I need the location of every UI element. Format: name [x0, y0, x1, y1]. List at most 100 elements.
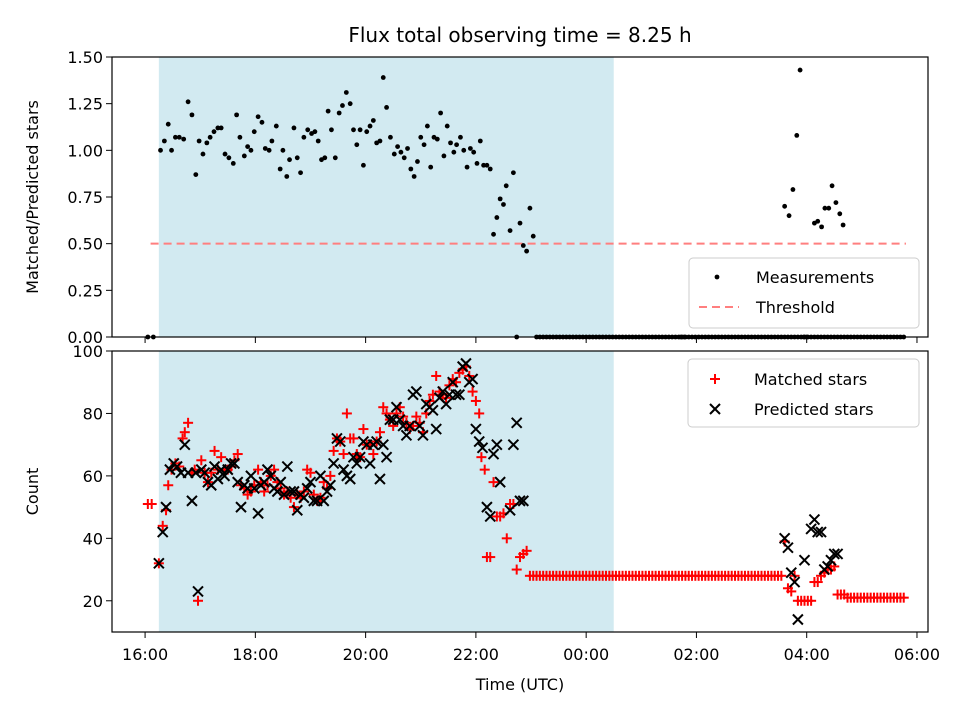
measurement-point	[530, 233, 536, 239]
measurement-point	[484, 162, 490, 168]
predicted-star-point-b	[792, 613, 804, 626]
predicted-star-point-b	[301, 482, 313, 495]
predicted-star-point	[212, 473, 224, 485]
measurement-point	[176, 134, 182, 140]
measurement-point	[411, 174, 417, 179]
predicted-star-point	[466, 373, 479, 385]
matched-star-point	[325, 470, 336, 481]
matched-star-point	[501, 533, 512, 544]
legend-matched-label: Matched stars	[754, 370, 867, 389]
predicted-star-point	[504, 504, 516, 516]
predicted-star-point	[179, 438, 191, 451]
predicted-star-point	[440, 398, 452, 410]
predicted-star-point-b	[351, 457, 363, 470]
matched-star-point	[193, 595, 204, 606]
predicted-star-point-b	[245, 470, 257, 482]
predicted-star-point	[235, 501, 247, 513]
predicted-star-point-b	[275, 476, 287, 488]
measurement-point	[434, 136, 440, 142]
measurement-point	[507, 228, 513, 234]
measurement-point	[377, 138, 383, 144]
predicted-star-point	[460, 357, 472, 370]
measurement-point	[255, 114, 261, 120]
predicted-star-point-b	[192, 585, 204, 598]
predicted-star-point	[430, 423, 442, 435]
measurement-point	[464, 164, 470, 170]
matched-star-point	[358, 424, 369, 435]
measurement-point	[405, 146, 410, 151]
bottom-y-axis-label: Count	[23, 468, 42, 516]
matched-star-point	[776, 570, 787, 581]
predicted-star-point	[190, 467, 202, 479]
predicted-star-point	[384, 413, 396, 426]
y-tick-label: 0.50	[67, 235, 103, 254]
predicted-star-point-b	[782, 541, 794, 554]
predicted-star-point	[510, 417, 523, 429]
predicted-star-point	[278, 488, 290, 501]
y-tick-label: 1.00	[67, 141, 103, 160]
matched-star-point	[521, 545, 532, 556]
matched-star-point	[786, 586, 797, 597]
predicted-star-point	[327, 457, 340, 470]
chart-title: Flux total observing time = 8.25 h	[348, 23, 691, 47]
x-tick-label: 16:00	[122, 645, 168, 664]
predicted-star-point-b	[476, 442, 489, 454]
predicted-star-point-b	[298, 492, 310, 504]
measurement-point	[259, 119, 265, 125]
measurement-point	[200, 151, 206, 157]
measurement-point	[207, 134, 213, 140]
measurement-point	[329, 127, 334, 133]
measurement-point	[230, 161, 236, 166]
y-tick-label: 80	[83, 404, 103, 423]
predicted-star-point	[778, 532, 791, 545]
predicted-star-point-b	[327, 457, 340, 470]
matched-star-point	[476, 452, 487, 463]
predicted-star-point-b	[157, 526, 169, 538]
panel-bottom: 20 40 60 80 100 16:00 18:00 20:00 22:00 00:00 02:…	[23, 342, 940, 664]
measurement-point	[287, 157, 292, 163]
bottom-points-layer	[142, 357, 909, 626]
measurement-point	[211, 129, 217, 135]
predicted-star-point-b	[380, 451, 393, 463]
matched-star-point	[485, 552, 496, 563]
predicted-star-point	[374, 473, 386, 485]
predicted-star-point	[413, 420, 426, 432]
measurement-point	[196, 138, 202, 144]
predicted-star-point	[171, 460, 183, 473]
predicted-star-point	[815, 526, 827, 538]
predicted-star-point-b	[261, 463, 274, 476]
measurement-point	[461, 147, 467, 153]
x-tick-label: 20:00	[343, 645, 389, 664]
predicted-star-point-b	[427, 404, 439, 417]
predicted-star-point	[400, 429, 413, 442]
measurement-point	[833, 200, 839, 206]
predicted-star-point	[798, 554, 811, 566]
predicted-star-point-b	[487, 448, 500, 460]
predicted-star-point-b	[164, 463, 176, 476]
predicted-star-point	[245, 470, 257, 482]
predicted-star-point	[153, 557, 165, 570]
measurement-point	[797, 67, 803, 73]
measurement-point	[158, 147, 163, 153]
predicted-star-point-b	[413, 420, 426, 432]
predicted-star-point	[437, 385, 449, 398]
predicted-star-point	[334, 435, 346, 448]
measurement-point	[388, 134, 393, 140]
predicted-star-point	[337, 463, 350, 476]
legend-predicted-marker	[709, 403, 721, 415]
predicted-star-point	[281, 460, 294, 473]
predicted-star-point	[364, 457, 376, 470]
predicted-star-point	[225, 457, 237, 470]
predicted-star-point	[291, 504, 303, 516]
predicted-star-point-b	[466, 373, 479, 385]
predicted-star-point-b	[514, 495, 526, 507]
predicted-star-point-b	[190, 467, 202, 479]
measurement-point	[829, 183, 835, 189]
predicted-star-point-b	[491, 438, 503, 451]
predicted-star-point-b	[377, 438, 389, 451]
predicted-star-point-b	[433, 392, 446, 404]
predicted-star-point-b	[404, 420, 416, 432]
predicted-star-point-b	[504, 504, 516, 516]
measurement-point	[284, 174, 290, 179]
y-tick-label: 1.50	[67, 48, 103, 67]
